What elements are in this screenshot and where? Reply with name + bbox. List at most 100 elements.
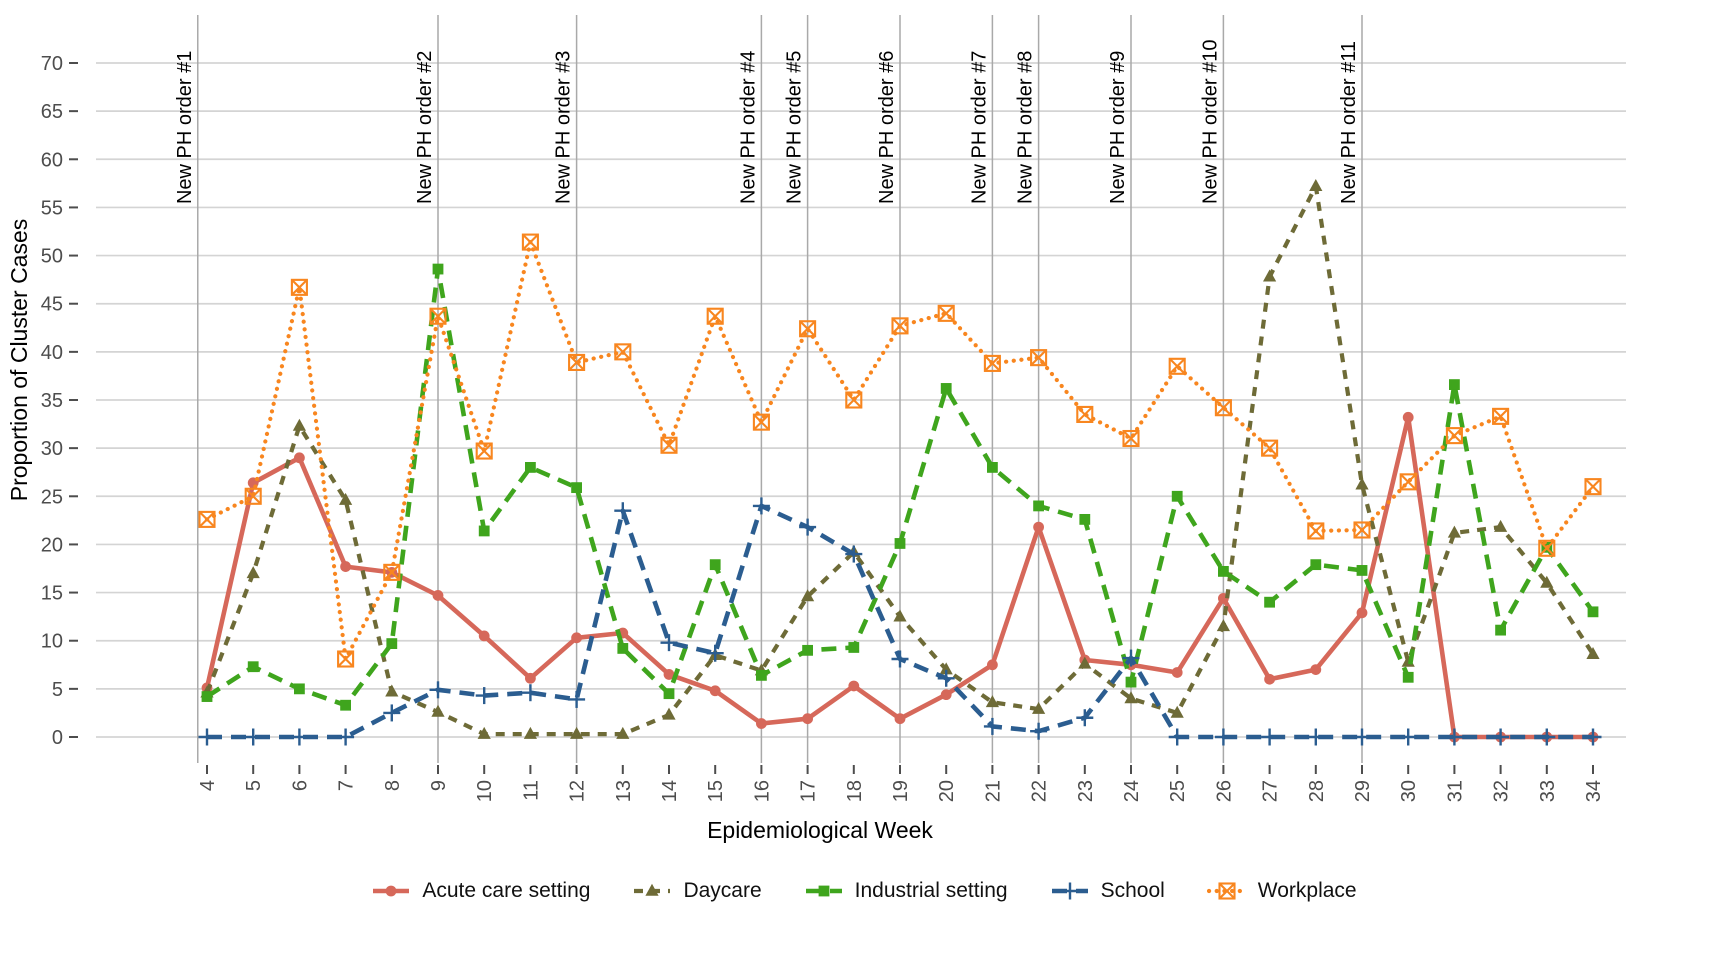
ph-order-label: New PH order #2	[414, 51, 436, 204]
point-plus	[337, 728, 355, 746]
point-triangle	[893, 609, 907, 622]
point-plus	[429, 681, 447, 699]
point-triangle	[1494, 519, 1508, 532]
ph-order-label: New PH order #11	[1338, 41, 1360, 204]
point-square	[432, 263, 444, 275]
point-crossed-square	[1307, 522, 1325, 540]
legend-label: Acute care setting	[422, 879, 591, 902]
x-tick-label: 28	[1306, 780, 1328, 802]
horizontal-gridlines	[96, 62, 1626, 738]
point-triangle	[246, 566, 260, 579]
x-tick-label: 30	[1398, 780, 1420, 802]
point-triangle	[431, 704, 445, 717]
point-square	[1171, 490, 1183, 502]
point-square	[294, 683, 305, 695]
point-crossed-square	[891, 317, 909, 335]
point-triangle	[570, 726, 584, 739]
point-circle	[894, 713, 906, 725]
x-tick-label: 24	[1121, 780, 1143, 802]
point-plus	[1061, 882, 1079, 900]
point-plus	[198, 728, 216, 746]
legend-label: Daycare	[683, 879, 762, 902]
point-crossed-square	[845, 391, 863, 409]
legend-label: Workplace	[1257, 879, 1357, 902]
legend-item-workplace: Workplace	[1206, 878, 1357, 904]
point-triangle	[1216, 619, 1230, 632]
point-plus	[937, 669, 955, 687]
point-triangle	[292, 418, 306, 431]
y-tick-label: 5	[52, 679, 63, 701]
point-plus	[521, 684, 539, 702]
point-circle	[709, 685, 721, 697]
point-square	[1402, 671, 1414, 683]
point-plus	[660, 634, 678, 652]
point-square	[478, 525, 490, 537]
point-square	[1449, 379, 1460, 390]
point-triangle	[1032, 701, 1046, 714]
ph-order-label: New PH order #10	[1199, 39, 1221, 204]
legend-label: Industrial setting	[854, 879, 1008, 902]
point-crossed-square	[568, 353, 586, 371]
point-plus	[614, 502, 632, 520]
point-plus	[1584, 728, 1602, 746]
x-tick-label: 22	[1029, 780, 1051, 802]
y-tick-label: 20	[41, 534, 63, 556]
point-square	[1218, 565, 1229, 577]
x-tick-label: 31	[1444, 780, 1466, 802]
point-triangle	[1586, 646, 1600, 659]
point-square	[247, 661, 259, 673]
point-crossed-square	[1261, 439, 1279, 457]
x-tick-label: 23	[1075, 780, 1097, 802]
point-square	[1495, 624, 1506, 636]
point-plus	[1122, 649, 1140, 667]
point-crossed-square	[337, 650, 355, 668]
point-plus	[475, 687, 493, 705]
point-plus	[845, 545, 863, 563]
point-circle	[1033, 521, 1044, 533]
point-crossed-square	[1218, 882, 1236, 900]
x-tick-label: 10	[474, 780, 496, 802]
point-plus	[290, 728, 308, 746]
point-crossed-square	[383, 563, 401, 581]
legend-item-industrial-setting: Industrial setting	[804, 878, 1008, 904]
point-plus	[383, 704, 401, 722]
point-circle	[940, 689, 952, 701]
point-circle	[340, 561, 351, 572]
y-tick-label: 30	[41, 438, 63, 460]
point-crossed-square	[1492, 407, 1510, 425]
point-plus	[1168, 728, 1186, 746]
legend-key-circle-icon	[373, 885, 410, 897]
point-crossed-square	[1076, 405, 1094, 423]
point-square	[1264, 596, 1275, 608]
point-crossed-square	[244, 487, 262, 505]
point-crossed-square	[799, 320, 817, 338]
point-square	[709, 559, 721, 571]
point-plus	[1492, 728, 1510, 746]
x-tick-label: 11	[520, 780, 542, 801]
point-triangle	[616, 726, 630, 739]
y-tick-label: 25	[41, 486, 63, 508]
x-tick-label: 16	[751, 780, 773, 802]
point-circle	[385, 885, 397, 897]
point-square	[818, 885, 830, 897]
ph-order-labels: New PH order #1 New PH order #2 New PH ord…	[174, 39, 1360, 204]
point-triangle	[477, 726, 491, 739]
point-square	[201, 691, 213, 702]
x-tick-label: 6	[289, 780, 311, 791]
point-circle	[525, 672, 536, 684]
y-tick-label: 0	[52, 727, 63, 749]
point-crossed-square	[290, 278, 308, 296]
point-square	[1310, 559, 1322, 571]
point-plus	[1538, 728, 1556, 746]
ph-order-label: New PH order #7	[968, 51, 990, 204]
point-circle	[1402, 411, 1414, 423]
ph-order-label: New PH order #6	[876, 51, 898, 204]
point-square	[617, 643, 629, 654]
point-square	[571, 482, 582, 494]
y-tick-label: 10	[41, 631, 63, 653]
point-square	[525, 461, 536, 473]
point-plus	[1261, 728, 1279, 746]
series-workplace	[198, 233, 1602, 668]
legend-key-crossed-square-icon	[1206, 882, 1247, 900]
